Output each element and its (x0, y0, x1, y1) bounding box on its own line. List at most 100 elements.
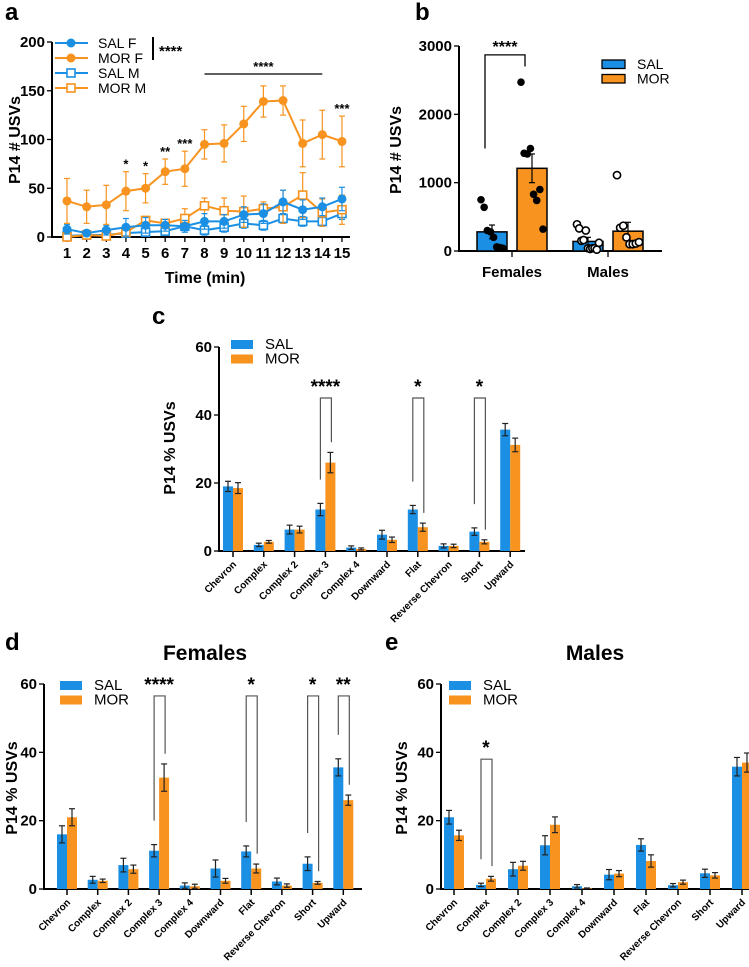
bar-mor (387, 539, 397, 551)
bar-mor (710, 875, 720, 889)
legend-label: MOR (94, 692, 129, 709)
bar-mor (742, 762, 749, 889)
bar-mor (678, 882, 688, 889)
data-point (337, 136, 347, 146)
x-tick-label: Upward (316, 897, 350, 931)
y-axis-label: P14 # USVs (388, 106, 405, 194)
bar-sal (315, 509, 326, 551)
data-point (180, 221, 190, 231)
data-point (526, 144, 535, 153)
bar-mor (486, 878, 496, 889)
data-point (219, 216, 229, 226)
data-point (536, 185, 544, 194)
x-tick-label: Short (459, 559, 486, 586)
bar-mor (233, 488, 243, 551)
data-point (278, 197, 288, 207)
bar-mor (97, 880, 108, 889)
data-point (199, 139, 209, 149)
legend-marker (66, 68, 76, 78)
y-axis-label: P14 % USVs (394, 741, 411, 834)
x-tick-label: Flat (632, 897, 653, 918)
legend-swatch-mor (231, 354, 253, 364)
significance-bracket (473, 397, 486, 530)
x-tick-label: Short (690, 897, 717, 924)
bar-mor (128, 869, 139, 889)
data-point (480, 203, 488, 212)
legend-label: MOR F (98, 50, 143, 66)
panel-letter: d (5, 629, 20, 656)
significance-bracket (412, 397, 425, 513)
bar-mor (159, 777, 170, 889)
data-point (258, 96, 268, 106)
x-tick-label: 12 (275, 245, 292, 262)
legend-label: SAL (94, 677, 122, 694)
data-point (579, 235, 588, 245)
significance-bracket (307, 695, 320, 872)
significance-label: * (247, 675, 255, 696)
legend-swatch-sal (231, 340, 253, 349)
x-tick-label: Short (292, 897, 319, 924)
x-tick-label: 15 (334, 245, 351, 262)
data-point (160, 167, 170, 177)
significance-bracket (153, 695, 166, 821)
bar-sal (377, 534, 387, 551)
legend-label: MOR (637, 71, 670, 87)
x-tick-label: 9 (220, 245, 228, 262)
x-tick-label: Upward (714, 897, 748, 931)
data-point (101, 225, 111, 235)
bar-sal (732, 766, 742, 889)
data-point (337, 194, 347, 204)
data-point (160, 220, 170, 230)
y-tick-label: 2000 (419, 106, 452, 123)
y-tick-label: 40 (20, 744, 37, 761)
bar-sal (302, 863, 313, 889)
bar-sal (604, 874, 614, 889)
y-tick-label: 200 (20, 34, 45, 51)
bar-sal (284, 529, 295, 551)
legend-label: SAL (483, 677, 511, 694)
bar-mor (325, 462, 336, 551)
data-point (141, 183, 151, 193)
bar-sal (253, 544, 264, 551)
legend-label: SAL (265, 336, 293, 353)
y-tick-label: 60 (195, 339, 212, 356)
y-tick-label: 0 (204, 543, 212, 560)
bar-mor (263, 541, 274, 551)
data-point (298, 138, 308, 148)
bar-mor (510, 444, 521, 551)
legend-label: SAL (637, 56, 664, 72)
data-point (612, 170, 622, 180)
bar-sal (469, 531, 480, 551)
data-point (121, 222, 131, 232)
y-tick-label: 0 (444, 243, 452, 260)
significance-label: **** (144, 675, 174, 696)
legend-label: MOR (483, 692, 518, 709)
y-tick-label: 40 (195, 407, 212, 424)
significance-label: **** (311, 377, 341, 398)
x-tick-label: 8 (200, 245, 208, 262)
bar-mor (417, 527, 428, 551)
bar-sal (57, 834, 67, 889)
legend-marker (66, 53, 76, 63)
x-tick-label: 3 (102, 245, 110, 262)
bar-mor (518, 865, 528, 889)
bar-mor (312, 882, 323, 889)
significance-bracket (245, 695, 258, 854)
y-axis-label: P14 % USVs (162, 401, 179, 494)
bar-mor (454, 835, 464, 889)
bar-sal (540, 845, 550, 889)
y-tick-label: 20 (417, 813, 434, 830)
data-point (594, 238, 604, 248)
significance-label: ** (160, 144, 171, 159)
bar-mor (646, 860, 656, 889)
significance-label: * (482, 738, 490, 759)
y-tick-label: 3000 (419, 38, 452, 55)
panel-letter: c (152, 303, 165, 330)
data-point (121, 186, 131, 196)
significance-label: * (309, 675, 317, 696)
bar-mor (614, 873, 624, 889)
x-tick-label: Flat (237, 897, 258, 918)
legend-stat-label: **** (159, 43, 183, 60)
panel-letter: a (5, 0, 19, 26)
significance-bracket (319, 397, 332, 480)
